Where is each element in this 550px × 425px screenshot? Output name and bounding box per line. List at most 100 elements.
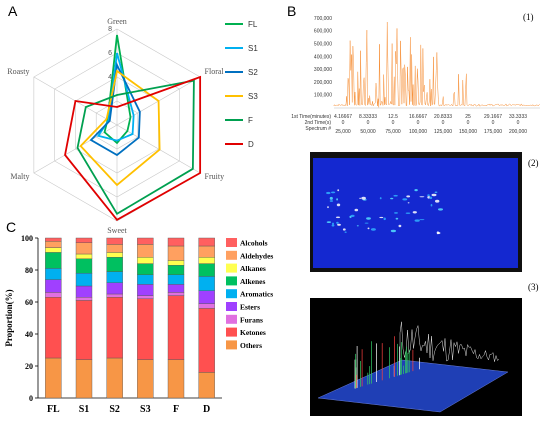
radar-spoke xyxy=(33,124,118,174)
contour-peak xyxy=(412,211,417,214)
bar-segment-Esters xyxy=(198,290,215,304)
bar-segment-Alkanes xyxy=(45,247,62,253)
chrom-time-tick: 12.5 xyxy=(388,114,398,120)
contour-peak xyxy=(393,194,398,197)
legend-label-Others: Others xyxy=(240,341,262,350)
chrom-y-tick: 400,000 xyxy=(314,54,332,60)
contour-peak xyxy=(359,197,362,199)
contour-peak xyxy=(331,224,335,227)
legend-label-Aromatics: Aromatics xyxy=(240,290,273,299)
legend-swatch-Esters xyxy=(226,302,237,311)
contour-peak xyxy=(427,196,431,199)
bar-segment-Furans xyxy=(198,303,215,309)
contour-peak xyxy=(427,194,430,197)
chrom-time-tick: 25 xyxy=(465,114,471,120)
radar-tick-label: 6 xyxy=(108,50,112,57)
bar-segment-Ketones xyxy=(45,297,62,359)
bar-segment-Aromatics xyxy=(167,274,185,285)
legend-swatch-Aldehydes xyxy=(226,250,237,260)
bar-segment-Ketones xyxy=(137,298,154,360)
bar-category-label: S3 xyxy=(140,404,151,415)
bar-y-axis-title: Proportion(%) xyxy=(4,289,14,346)
bar-segment-Alkenes xyxy=(106,257,123,272)
panel-letter-b: B xyxy=(287,3,296,19)
chrom-y-tick: 600,000 xyxy=(314,29,332,35)
subpanel-label-2: (2) xyxy=(528,158,539,168)
bar-segment-Furans xyxy=(75,297,93,301)
contour-peak xyxy=(326,191,331,195)
bar-y-tick-label: 0 xyxy=(29,394,33,403)
contour-peak xyxy=(366,217,371,220)
radar-axis-label: Roasty xyxy=(7,67,29,76)
contour-peak xyxy=(390,229,396,233)
contour-peak xyxy=(406,195,411,198)
radar-axis-label: Malty xyxy=(10,172,29,181)
contour-peak xyxy=(326,221,332,224)
chrom-time-tick: 4.16667 xyxy=(334,114,352,120)
bar-segment-Alcohols xyxy=(45,237,62,242)
chrom-spectrum-tick: 50,000 xyxy=(360,129,376,135)
legend-label-D: D xyxy=(248,140,254,149)
radar-tick-label: 8 xyxy=(108,26,112,33)
bar-segment-Esters xyxy=(167,284,185,293)
radar-series-S1 xyxy=(96,52,135,142)
bar-segment-Alkanes xyxy=(137,257,154,264)
contour-peak xyxy=(332,222,334,225)
stacked-bar-chart: 0 20 40 60 80 100 Proportion(%) FL S1 S2 S3 F D xyxy=(4,234,222,415)
bar-segment-Alkenes xyxy=(137,263,154,276)
contour-peak xyxy=(419,196,425,198)
contour-peak xyxy=(429,196,433,200)
bar-segment-Esters xyxy=(75,285,93,298)
bar-y-tick-label: 80 xyxy=(25,266,33,275)
chrom-y-tick: 100,000 xyxy=(314,93,332,99)
legend-label-Ketones: Ketones xyxy=(240,328,266,337)
chrom-second-tick: 0 xyxy=(417,120,420,126)
bar-segment-Furans xyxy=(106,293,123,298)
legend-swatch-Furans xyxy=(226,314,237,324)
legend-label-S1: S1 xyxy=(248,44,258,53)
contour-peak xyxy=(336,221,339,224)
contour-peak xyxy=(414,189,418,192)
subpanel-label-3: (3) xyxy=(528,282,539,292)
bar-category-label: S2 xyxy=(109,404,120,415)
contour-peak xyxy=(414,219,420,222)
chromatogram-chart: 100,000 200,000 300,000 400,000 500,000 600,0… xyxy=(291,16,540,135)
bar-segment-Alkenes xyxy=(167,265,185,276)
bar-segment-Alkanes xyxy=(198,257,215,264)
contour-peaks xyxy=(326,189,443,235)
bar-segment-Alkenes xyxy=(198,263,215,277)
bar-y-tick-label: 20 xyxy=(25,362,33,371)
chrom-time-tick: 33.3333 xyxy=(509,114,527,120)
contour-peak xyxy=(402,198,408,201)
chrom-second-tick: 0 xyxy=(492,120,495,126)
chrom-spectrum-tick: 25,000 xyxy=(335,129,351,135)
bar-segment-Alcohols xyxy=(137,237,154,245)
legend-label-Aldehydes: Aldehydes xyxy=(240,251,273,260)
contour-peak xyxy=(329,196,333,200)
radar-spoke xyxy=(116,124,201,174)
contour-peak xyxy=(370,228,376,231)
contour-peak xyxy=(379,216,384,219)
radar-tick-label: 4 xyxy=(108,74,112,81)
bar-segment-Aldehydes xyxy=(45,240,62,248)
legend-swatch-Alkenes xyxy=(226,276,237,286)
bar-category-label: FL xyxy=(47,404,60,415)
bar-segment-Alkenes xyxy=(75,258,93,274)
bar-segment-Esters xyxy=(106,282,123,295)
chrom-second-tick: 0 xyxy=(467,120,470,126)
bar-segment-Aromatics xyxy=(198,276,215,291)
chrom-spectrum-tick: 175,000 xyxy=(484,129,502,135)
radar-series-F xyxy=(76,79,195,216)
contour-peak xyxy=(356,225,359,227)
chrom-y-tick: 700,000 xyxy=(314,16,332,22)
bar-segment-Aromatics xyxy=(137,274,154,285)
chrom-time-tick: 16.6667 xyxy=(409,114,427,120)
bar-category-label: S1 xyxy=(79,404,90,415)
radar-axis-label: Floral xyxy=(205,67,225,76)
contour-peak xyxy=(390,197,394,200)
chrom-time-tick: 8.33333 xyxy=(359,114,377,120)
bar-segment-Alcohols xyxy=(75,237,93,244)
legend-label-Alcohols: Alcohols xyxy=(240,239,268,248)
legend-label-Alkanes: Alkanes xyxy=(240,264,266,273)
subpanel-label-1: (1) xyxy=(523,12,534,22)
